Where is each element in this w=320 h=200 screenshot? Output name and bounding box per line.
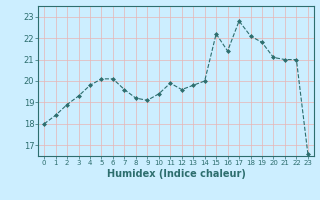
X-axis label: Humidex (Indice chaleur): Humidex (Indice chaleur) <box>107 169 245 179</box>
